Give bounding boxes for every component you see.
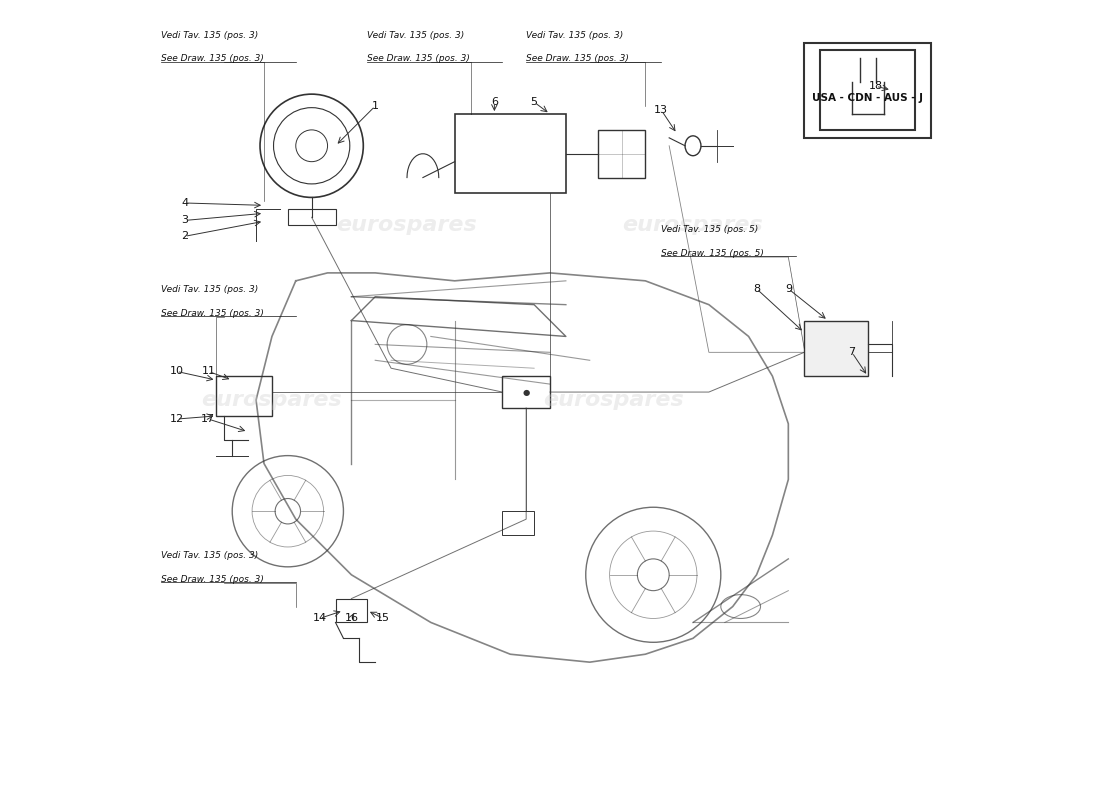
Text: 18: 18 bbox=[869, 81, 883, 91]
Text: ●: ● bbox=[522, 387, 530, 397]
Bar bbox=[288, 210, 336, 226]
Text: 11: 11 bbox=[201, 366, 216, 376]
Text: 8: 8 bbox=[754, 284, 760, 294]
Text: See Draw. 135 (pos. 3): See Draw. 135 (pos. 3) bbox=[161, 54, 264, 63]
Bar bbox=[454, 114, 565, 194]
Bar bbox=[804, 42, 932, 138]
Text: 9: 9 bbox=[784, 284, 792, 294]
Bar bbox=[503, 376, 550, 408]
Text: 13: 13 bbox=[654, 105, 668, 115]
Text: Vedi Tav. 135 (pos. 3): Vedi Tav. 135 (pos. 3) bbox=[367, 30, 464, 39]
Bar bbox=[597, 130, 646, 178]
Bar bbox=[336, 598, 367, 622]
Text: Vedi Tav. 135 (pos. 5): Vedi Tav. 135 (pos. 5) bbox=[661, 226, 759, 234]
Bar bbox=[217, 376, 272, 416]
Text: eurospares: eurospares bbox=[543, 390, 684, 410]
Text: 7: 7 bbox=[848, 347, 856, 358]
Text: 15: 15 bbox=[376, 614, 390, 623]
Text: See Draw. 135 (pos. 3): See Draw. 135 (pos. 3) bbox=[367, 54, 470, 63]
Text: 17: 17 bbox=[201, 414, 216, 424]
Text: Vedi Tav. 135 (pos. 3): Vedi Tav. 135 (pos. 3) bbox=[161, 30, 258, 39]
Bar bbox=[804, 321, 868, 376]
Text: Vedi Tav. 135 (pos. 3): Vedi Tav. 135 (pos. 3) bbox=[526, 30, 624, 39]
Text: 1: 1 bbox=[372, 101, 378, 111]
Text: See Draw. 135 (pos. 3): See Draw. 135 (pos. 3) bbox=[526, 54, 629, 63]
Text: See Draw. 135 (pos. 3): See Draw. 135 (pos. 3) bbox=[161, 309, 264, 318]
Bar bbox=[821, 50, 915, 130]
Text: 16: 16 bbox=[344, 614, 359, 623]
Text: USA - CDN - AUS - J: USA - CDN - AUS - J bbox=[812, 93, 923, 103]
Text: 4: 4 bbox=[182, 198, 188, 208]
Text: eurospares: eurospares bbox=[623, 215, 763, 235]
Text: 3: 3 bbox=[182, 215, 188, 226]
Text: Vedi Tav. 135 (pos. 3): Vedi Tav. 135 (pos. 3) bbox=[161, 285, 258, 294]
Text: See Draw. 135 (pos. 5): See Draw. 135 (pos. 5) bbox=[661, 249, 764, 258]
Text: eurospares: eurospares bbox=[337, 215, 477, 235]
Text: 14: 14 bbox=[312, 614, 327, 623]
Text: 5: 5 bbox=[530, 97, 538, 107]
Text: 10: 10 bbox=[169, 366, 184, 376]
Text: 2: 2 bbox=[182, 231, 188, 242]
Bar bbox=[503, 511, 535, 535]
Text: See Draw. 135 (pos. 3): See Draw. 135 (pos. 3) bbox=[161, 574, 264, 584]
Text: 12: 12 bbox=[169, 414, 184, 424]
Text: eurospares: eurospares bbox=[201, 390, 342, 410]
Text: Vedi Tav. 135 (pos. 3): Vedi Tav. 135 (pos. 3) bbox=[161, 551, 258, 560]
Text: 6: 6 bbox=[491, 97, 498, 107]
